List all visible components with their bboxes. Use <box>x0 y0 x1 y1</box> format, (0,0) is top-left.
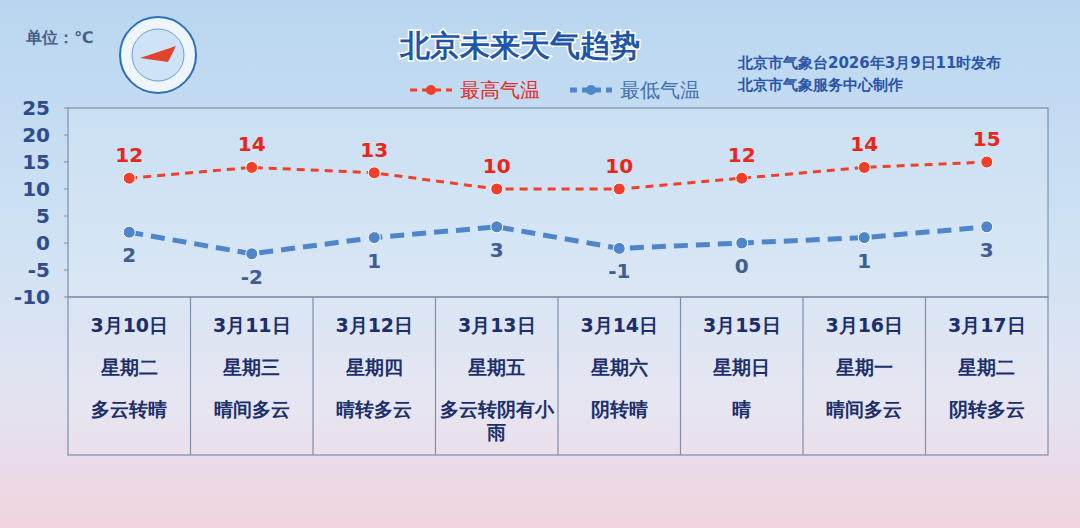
logo <box>120 17 196 93</box>
unit-label: 单位：℃ <box>26 28 93 49</box>
legend-marker <box>586 85 596 95</box>
weather: 阴转多云 <box>928 398 1047 421</box>
point <box>123 172 135 184</box>
y-tick-label: 5 <box>36 204 50 228</box>
data-label: 3 <box>490 238 504 262</box>
marks <box>123 156 993 260</box>
y-tick-label: -5 <box>28 258 50 282</box>
y-tick <box>64 216 68 217</box>
y-tick-label: 10 <box>22 177 50 201</box>
data-label: 15 <box>973 127 1001 151</box>
y-tick <box>64 189 68 190</box>
date-label: 3月13日 <box>438 314 557 337</box>
date-label: 3月10日 <box>70 314 189 337</box>
publisher: 北京市气象台2026年3月9日11时发布 <box>738 54 1002 73</box>
data-label: 10 <box>483 154 511 178</box>
weekday: 星期五 <box>438 356 557 379</box>
date-label: 3月17日 <box>928 314 1047 337</box>
data-label: 14 <box>238 132 266 156</box>
table-divider <box>435 297 436 455</box>
weather: 阴转晴 <box>560 398 679 421</box>
y-tick <box>64 270 68 271</box>
title: 北京未来天气趋势 <box>399 28 640 63</box>
data-label: -2 <box>241 265 263 289</box>
y-tick-label: 20 <box>22 123 50 147</box>
table-divider <box>557 297 558 455</box>
y-tick <box>64 135 68 136</box>
weekday: 星期一 <box>805 356 924 379</box>
point <box>491 183 503 195</box>
data-labels: 12141310101214152-213-1013 <box>115 127 1000 289</box>
data-label: 12 <box>115 143 143 167</box>
weather: 晴转多云 <box>315 398 434 421</box>
weekday: 星期二 <box>928 356 1047 379</box>
data-label: 13 <box>360 138 388 162</box>
point <box>613 242 625 254</box>
data-label: 12 <box>728 143 756 167</box>
logo-shape <box>140 46 176 62</box>
point <box>246 161 258 173</box>
table-frame <box>68 297 1048 455</box>
data-label: 14 <box>850 132 878 156</box>
table-divider <box>802 297 803 455</box>
legend-label: 最高气温 <box>460 78 540 102</box>
point <box>491 221 503 233</box>
date-label: 3月16日 <box>805 314 924 337</box>
weekday: 星期二 <box>70 356 189 379</box>
chart-svg: -10-5051015202512141310101214152-213-101… <box>0 0 1080 528</box>
y-tick-label: -10 <box>14 285 50 309</box>
data-label: -1 <box>608 259 630 283</box>
weather: 多云转晴 <box>70 398 189 421</box>
y-tick-label: 25 <box>22 96 50 120</box>
data-label: 0 <box>735 254 749 278</box>
point <box>858 161 870 173</box>
legend-label: 最低气温 <box>620 78 700 102</box>
point <box>981 156 993 168</box>
point <box>368 232 380 244</box>
point <box>613 183 625 195</box>
y-tick <box>64 162 68 163</box>
table-divider <box>312 297 313 455</box>
y-tick <box>64 297 68 298</box>
date-label: 3月11日 <box>193 314 312 337</box>
y-tick <box>64 108 68 109</box>
weather: 晴间多云 <box>193 398 312 421</box>
point <box>736 172 748 184</box>
weekday: 星期日 <box>683 356 802 379</box>
table-divider <box>925 297 926 455</box>
weekday: 星期三 <box>193 356 312 379</box>
data-label: 3 <box>980 238 994 262</box>
point <box>123 226 135 238</box>
legend: 最高气温 最低气温 <box>410 78 700 102</box>
data-label: 2 <box>122 243 136 267</box>
date-label: 3月15日 <box>683 314 802 337</box>
plot-frame <box>68 108 1048 297</box>
point <box>368 167 380 179</box>
weather: 晴 <box>683 398 802 421</box>
date-label: 3月12日 <box>315 314 434 337</box>
point <box>981 221 993 233</box>
point <box>858 232 870 244</box>
y-tick-label: 0 <box>36 231 50 255</box>
producer: 北京市气象服务中心制作 <box>738 76 903 95</box>
logo-inner <box>132 29 184 81</box>
y-tick-label: 15 <box>22 150 50 174</box>
data-label: 1 <box>857 249 871 273</box>
date-label: 3月14日 <box>560 314 679 337</box>
data-label: 10 <box>605 154 633 178</box>
weather: 晴间多云 <box>805 398 924 421</box>
weekday: 星期四 <box>315 356 434 379</box>
legend-marker <box>426 85 436 95</box>
series-line <box>129 162 987 189</box>
table-divider <box>190 297 191 455</box>
y-tick <box>64 243 68 244</box>
point <box>246 248 258 260</box>
data-label: 1 <box>367 249 381 273</box>
weekday: 星期六 <box>560 356 679 379</box>
weather: 多云转阴有小雨 <box>438 398 557 444</box>
point <box>736 237 748 249</box>
table-divider <box>680 297 681 455</box>
